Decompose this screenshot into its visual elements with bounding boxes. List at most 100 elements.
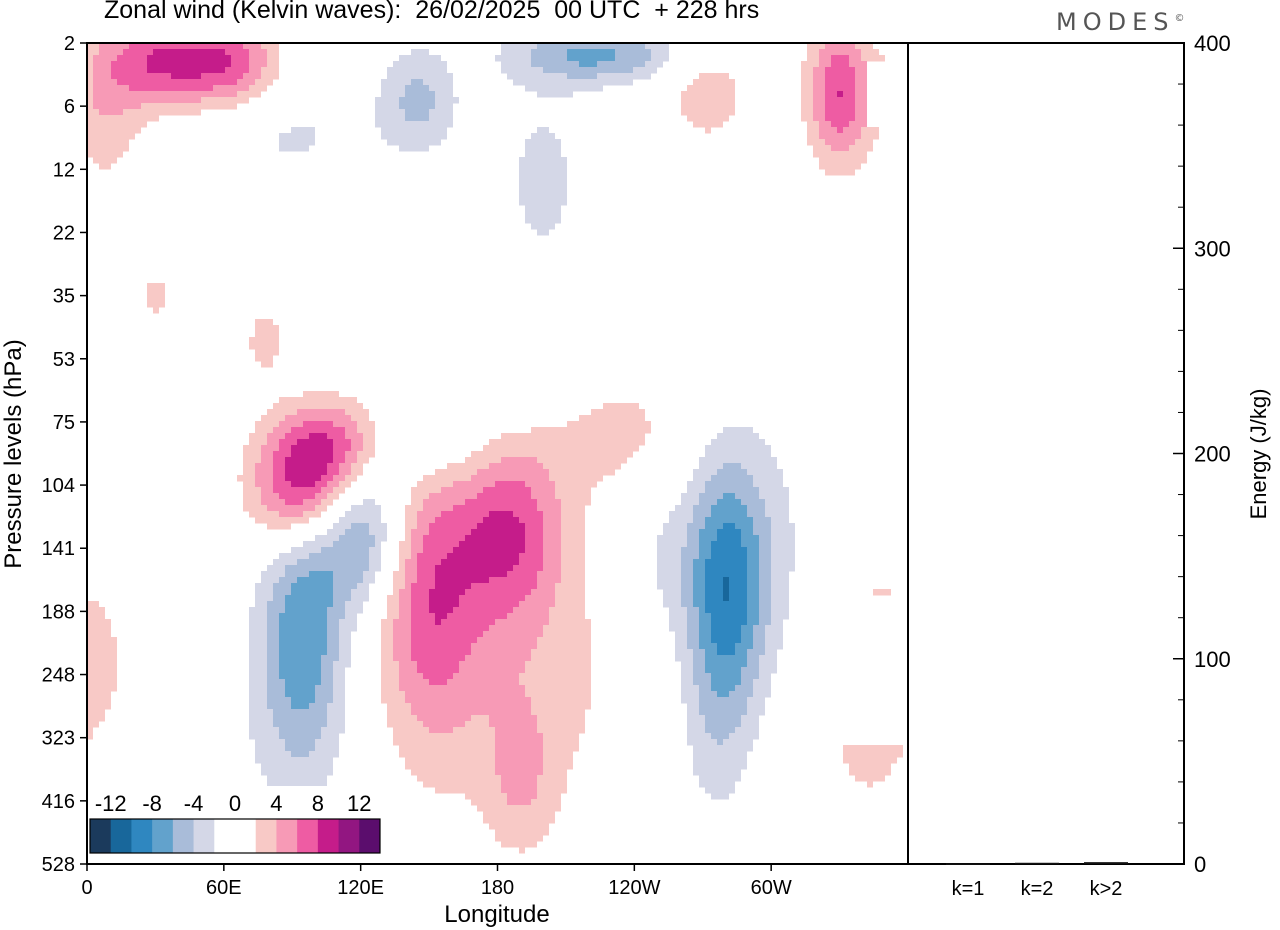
wind-cell bbox=[495, 727, 537, 734]
colorbar-swatch bbox=[317, 819, 339, 853]
wind-cell bbox=[495, 763, 543, 770]
wind-cell bbox=[723, 427, 753, 434]
wind-cell bbox=[243, 457, 261, 464]
wind-cell bbox=[333, 595, 351, 602]
wind-cell bbox=[465, 535, 525, 542]
wind-cell bbox=[747, 559, 759, 566]
wind-cell bbox=[423, 505, 453, 512]
wind-cell bbox=[243, 43, 261, 50]
wind-cell bbox=[435, 517, 483, 524]
wind-cell bbox=[381, 673, 399, 680]
wind-cell bbox=[231, 61, 249, 68]
wind-cell bbox=[387, 709, 411, 716]
wind-cell bbox=[255, 757, 333, 764]
brand-logo: MODES© bbox=[1056, 8, 1184, 36]
wind-cell bbox=[387, 73, 453, 80]
wind-cell bbox=[267, 439, 279, 446]
wind-cell bbox=[525, 661, 591, 668]
wind-cell bbox=[333, 451, 345, 458]
wind-cell bbox=[255, 583, 273, 590]
wind-cell bbox=[561, 505, 585, 512]
wind-cell bbox=[93, 67, 111, 74]
wind-cell bbox=[321, 733, 339, 740]
colorbar-swatch bbox=[172, 819, 194, 853]
wind-cell bbox=[519, 157, 567, 164]
wind-cell bbox=[327, 709, 345, 716]
wind-cell bbox=[555, 589, 585, 596]
wind-cell bbox=[87, 661, 117, 668]
wind-cell bbox=[339, 649, 351, 656]
wind-cell bbox=[285, 457, 333, 464]
wind-cell bbox=[735, 643, 753, 650]
wind-cell bbox=[537, 457, 627, 464]
wind-cell bbox=[693, 769, 741, 776]
wind-cell bbox=[537, 499, 561, 506]
wind-cell bbox=[771, 517, 789, 524]
wind-cell bbox=[537, 505, 561, 512]
wind-cell bbox=[267, 505, 315, 512]
wind-cell bbox=[405, 529, 411, 536]
wind-cell bbox=[531, 55, 567, 62]
wind-cell bbox=[843, 745, 903, 752]
wind-cell bbox=[501, 781, 537, 788]
wind-cell bbox=[333, 487, 345, 494]
wind-cell bbox=[381, 619, 393, 626]
wind-cell bbox=[267, 49, 279, 56]
wind-cell bbox=[399, 565, 405, 572]
wind-cell bbox=[747, 565, 759, 572]
wind-cell bbox=[489, 625, 543, 632]
wind-cell bbox=[867, 781, 873, 788]
wind-cell bbox=[705, 481, 753, 488]
wind-cell bbox=[537, 571, 561, 578]
wind-cell bbox=[381, 631, 393, 638]
wind-cell bbox=[855, 139, 873, 146]
wind-cell bbox=[393, 577, 405, 584]
wind-cell bbox=[339, 463, 351, 470]
wind-cell bbox=[531, 223, 555, 230]
wind-cell bbox=[825, 169, 855, 176]
wind-cell bbox=[291, 127, 315, 134]
wind-cell bbox=[255, 745, 285, 752]
wind-cell bbox=[681, 493, 699, 500]
wind-cell bbox=[537, 727, 585, 734]
wind-cell bbox=[381, 685, 399, 692]
wind-cell bbox=[99, 109, 123, 116]
wind-cell bbox=[543, 559, 561, 566]
wind-cell bbox=[663, 601, 681, 608]
wind-cell bbox=[711, 793, 729, 800]
wind-cell bbox=[333, 661, 351, 668]
wind-cell bbox=[399, 607, 411, 614]
wind-cell bbox=[399, 613, 411, 620]
wind-cell bbox=[87, 115, 159, 122]
wind-cell bbox=[351, 595, 369, 602]
wind-cell bbox=[417, 571, 435, 578]
wind-cell bbox=[765, 505, 789, 512]
wind-cell bbox=[351, 589, 369, 596]
wind-cell bbox=[399, 661, 417, 668]
wind-cell bbox=[495, 835, 543, 842]
wind-cell bbox=[633, 67, 657, 74]
colorbar-label: -4 bbox=[184, 791, 204, 816]
y-tick-label: 22 bbox=[53, 222, 75, 244]
wind-cell bbox=[201, 97, 249, 104]
wind-cell bbox=[249, 685, 267, 692]
wind-cell bbox=[693, 763, 747, 770]
page-title: Zonal wind (Kelvin waves): 26/02/2025 00… bbox=[104, 0, 760, 24]
wind-cell bbox=[249, 511, 279, 518]
wind-cell bbox=[243, 463, 255, 470]
wind-cell bbox=[543, 739, 579, 746]
wind-cell bbox=[531, 649, 591, 656]
wind-cell bbox=[333, 673, 345, 680]
wind-cell bbox=[345, 601, 363, 608]
wind-cell bbox=[699, 553, 711, 560]
wind-cell bbox=[525, 85, 603, 92]
wind-cell bbox=[699, 463, 723, 470]
wind-cell bbox=[405, 697, 531, 704]
wind-cell bbox=[147, 283, 165, 290]
wind-cell bbox=[273, 559, 297, 566]
wind-cell bbox=[381, 679, 399, 686]
wind-cell bbox=[687, 703, 699, 710]
wind-cell bbox=[267, 697, 291, 704]
wind-cell bbox=[267, 409, 297, 416]
wind-cell bbox=[309, 433, 327, 440]
